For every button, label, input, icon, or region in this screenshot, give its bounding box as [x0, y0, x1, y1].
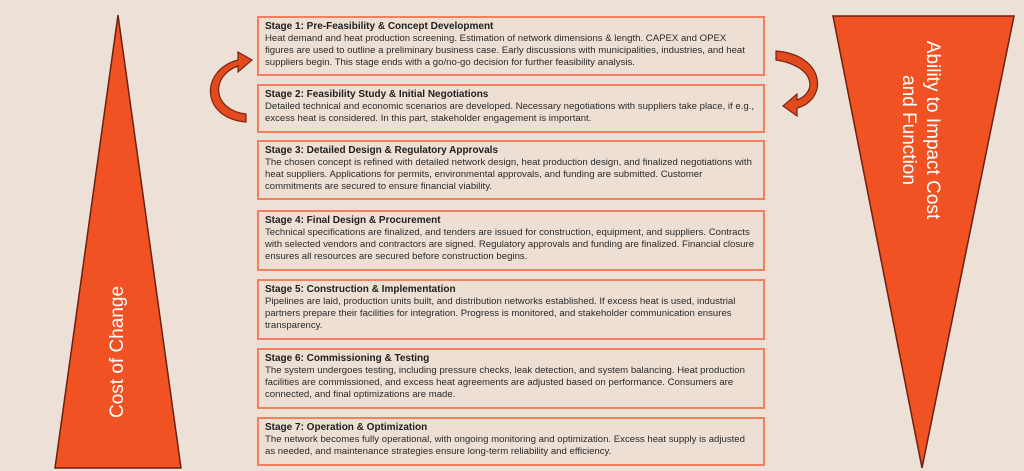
- ability-to-impact-label: Ability to Impact Cost and Function: [896, 41, 944, 219]
- stage-title: Stage 1: Pre-Feasibility & Concept Devel…: [265, 21, 494, 32]
- stage-title: Stage 2: Feasibility Study & Initial Neg…: [265, 89, 489, 100]
- stage-description: The system undergoes testing, including …: [265, 365, 745, 400]
- stage-1-box: Stage 1: Pre-Feasibility & Concept Devel…: [257, 16, 765, 76]
- stage-title: Stage 6: Commissioning & Testing: [265, 353, 430, 364]
- loop-arrow-left-icon: [209, 50, 254, 123]
- stage-5-box: Stage 5: Construction & Implementation Pi…: [257, 279, 765, 340]
- stage-description: Technical specifications are finalized, …: [265, 227, 755, 262]
- stage-description: Heat demand and heat production screenin…: [265, 33, 745, 68]
- stage-description: The network becomes fully operational, w…: [265, 434, 745, 457]
- stage-description: Pipelines are laid, production units bui…: [265, 296, 736, 331]
- stage-description: The chosen concept is refined with detai…: [265, 157, 752, 192]
- cost-of-change-triangle: [54, 14, 182, 469]
- ability-label-line2: and Function: [898, 75, 919, 185]
- loop-arrow-right-icon: [775, 50, 819, 118]
- stage-6-box: Stage 6: Commissioning & Testing The syst…: [257, 348, 765, 409]
- cost-of-change-label: Cost of Change: [107, 285, 128, 419]
- stage-title: Stage 7: Operation & Optimization: [265, 422, 428, 433]
- stage-4-box: Stage 4: Final Design & Procurement Techn…: [257, 210, 765, 271]
- stage-3-box: Stage 3: Detailed Design & Regulatory Ap…: [257, 140, 765, 200]
- ability-label-line1: Ability to Impact Cost: [922, 40, 943, 220]
- ability-to-impact-triangle: [832, 15, 1015, 469]
- stage-title: Stage 3: Detailed Design & Regulatory Ap…: [265, 145, 499, 156]
- stage-title: Stage 4: Final Design & Procurement: [265, 215, 441, 226]
- stage-description: Detailed technical and economic scenario…: [265, 101, 755, 124]
- stage-2-box: Stage 2: Feasibility Study & Initial Neg…: [257, 84, 765, 133]
- stage-7-box: Stage 7: Operation & Optimization The net…: [257, 417, 765, 466]
- stage-title: Stage 5: Construction & Implementation: [265, 284, 456, 295]
